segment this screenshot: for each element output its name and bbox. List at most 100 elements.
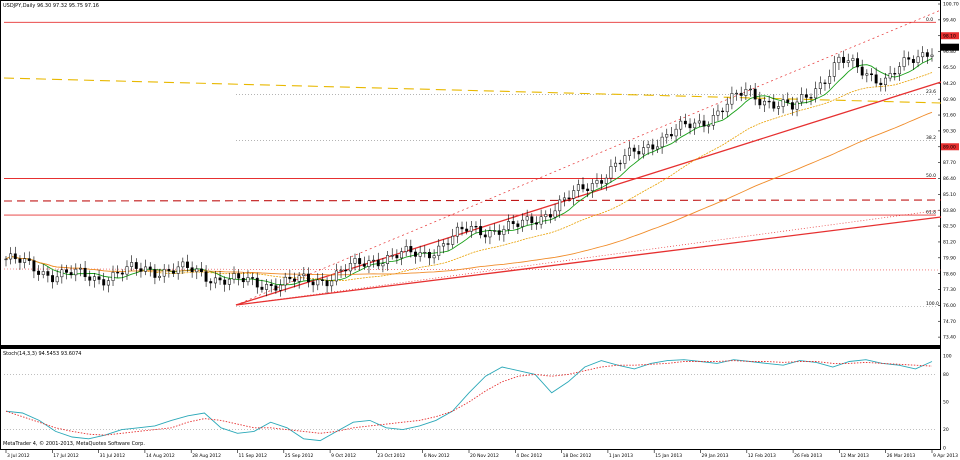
candle-body xyxy=(18,258,22,263)
candle-body xyxy=(683,120,687,125)
candle-body xyxy=(60,269,64,278)
candle-body xyxy=(130,262,134,267)
candle-body xyxy=(255,277,259,288)
candle-body xyxy=(409,246,413,253)
trend-lines[interactable] xyxy=(3,9,942,306)
candle-body xyxy=(786,99,790,103)
trend-line xyxy=(3,77,942,104)
candle-body xyxy=(856,58,859,68)
candle-body xyxy=(13,253,17,260)
candle-body xyxy=(223,279,227,285)
time-tick-label: 18 Dec 2012 xyxy=(563,453,592,459)
candle-body xyxy=(525,216,529,221)
candle-body xyxy=(172,270,175,274)
candle-body xyxy=(846,60,850,63)
candle-body xyxy=(707,124,711,127)
candle-body xyxy=(279,284,282,291)
candle-body xyxy=(218,277,222,281)
candle-body xyxy=(618,162,622,165)
time-tick-label: 26 Mar 2013 xyxy=(887,453,916,459)
candle-body xyxy=(842,56,846,63)
price-tags: 97.16 98.10 89.00 xyxy=(941,32,959,151)
candle-body xyxy=(334,270,338,282)
candle-body xyxy=(828,76,832,84)
candle-body xyxy=(404,246,408,252)
price-tick-label: 82.50 xyxy=(943,224,956,230)
candle-body xyxy=(209,281,213,284)
price-tick-label: 81.20 xyxy=(943,240,956,246)
price-tick-label: 95.50 xyxy=(943,65,956,71)
candle-body xyxy=(423,252,427,254)
candle-body xyxy=(297,275,301,282)
time-tick-label: 1 Jan 2013 xyxy=(609,453,633,459)
candle-body xyxy=(125,266,129,275)
candle-body xyxy=(390,255,394,257)
candle-body xyxy=(460,226,464,230)
time-tick-label: 28 Aug 2012 xyxy=(192,453,221,459)
time-tick-label: 31 Jul 2012 xyxy=(100,453,126,459)
candle-body xyxy=(804,94,808,98)
candle-body xyxy=(558,199,562,212)
candle-body xyxy=(600,180,604,184)
candle-body xyxy=(386,255,390,264)
candle-body xyxy=(921,52,925,58)
stoch-tick-label: 100 xyxy=(943,354,952,360)
candle-body xyxy=(181,261,185,268)
candle-body xyxy=(288,276,292,280)
stochastic-panel[interactable] xyxy=(0,348,941,450)
candle-body xyxy=(669,134,673,137)
candle-body xyxy=(851,58,855,61)
price-tick-label: 100.70 xyxy=(943,2,959,8)
main-chart-panel[interactable] xyxy=(0,0,941,346)
candle-body xyxy=(646,144,650,148)
candle-body xyxy=(818,82,822,89)
candle-body xyxy=(153,269,157,278)
candle-body xyxy=(199,268,203,272)
candle-body xyxy=(55,276,59,283)
candle-body xyxy=(795,101,799,110)
price-tick-label: 79.90 xyxy=(943,255,956,261)
candle-body xyxy=(632,147,636,152)
candle-body xyxy=(688,123,692,129)
candle-body xyxy=(925,52,929,57)
price-tag-label: 97.16 xyxy=(943,45,956,51)
fibonacci-retracement[interactable]: 0.0 23.6 38.2 50.0 61.8 100.0 xyxy=(4,17,939,307)
candle-body xyxy=(204,271,208,282)
candle-body xyxy=(860,66,864,76)
time-tick-label: 9 Oct 2012 xyxy=(331,453,356,459)
candle-body xyxy=(562,197,566,201)
moving-average-line xyxy=(5,72,933,282)
fib-level-label: 61.8 xyxy=(926,210,936,216)
candle-body xyxy=(27,258,31,261)
candle-body xyxy=(237,273,241,279)
candle-body xyxy=(372,259,376,262)
candle-body xyxy=(902,57,906,67)
trend-line xyxy=(3,199,942,202)
candle-body xyxy=(362,263,366,267)
candle-body xyxy=(427,252,431,259)
candle-body xyxy=(437,245,441,256)
time-tick-label: 26 Feb 2013 xyxy=(794,453,822,459)
candle-body xyxy=(106,280,110,286)
candle-body xyxy=(604,177,608,184)
price-tick-label: 74.70 xyxy=(943,319,956,325)
time-tick-label: 14 Aug 2012 xyxy=(146,453,175,459)
candle-body xyxy=(251,277,255,279)
price-axis: 100.70 99.40 98.10 96.80 95.50 94.20 92.90 91.6… xyxy=(938,2,959,341)
time-tick-label: 29 Jan 2013 xyxy=(702,453,729,459)
candle-body xyxy=(609,166,613,179)
price-tick-label: 96.80 xyxy=(943,49,956,55)
candle-body xyxy=(241,277,245,283)
time-tick-label: 12 Feb 2013 xyxy=(748,453,776,459)
fib-level-label: 0.0 xyxy=(926,17,933,23)
candle-body xyxy=(725,103,729,113)
trend-line xyxy=(235,81,942,306)
candle-body xyxy=(781,99,785,107)
candle-body xyxy=(376,259,380,267)
candle-body xyxy=(576,184,580,191)
stoch-tick-label: 50 xyxy=(943,400,949,406)
time-tick-label: 4 Dec 2012 xyxy=(516,453,542,459)
candle-body xyxy=(642,147,645,155)
candle-body xyxy=(465,228,469,232)
